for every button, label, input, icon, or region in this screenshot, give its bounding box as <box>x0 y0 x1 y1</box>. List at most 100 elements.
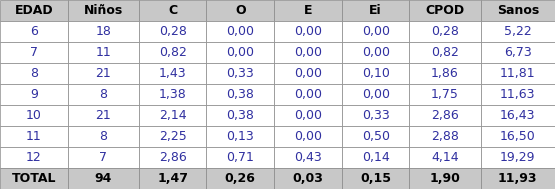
Bar <box>274 0 342 21</box>
Bar <box>0 21 68 42</box>
Text: 0,28: 0,28 <box>431 25 459 38</box>
Bar <box>481 63 555 84</box>
Text: 2,86: 2,86 <box>431 109 459 122</box>
Bar <box>481 0 555 21</box>
Text: 16,50: 16,50 <box>500 130 536 143</box>
Bar <box>139 84 206 105</box>
Text: 8: 8 <box>99 88 107 101</box>
Text: 0,33: 0,33 <box>226 67 254 80</box>
Text: 0,28: 0,28 <box>159 25 186 38</box>
Bar <box>206 42 274 63</box>
Bar <box>410 105 481 126</box>
Text: 12: 12 <box>26 151 42 164</box>
Text: TOTAL: TOTAL <box>12 172 56 185</box>
Bar <box>481 105 555 126</box>
Bar <box>68 84 139 105</box>
Text: 21: 21 <box>95 67 111 80</box>
Bar <box>342 21 410 42</box>
Text: 2,14: 2,14 <box>159 109 186 122</box>
Bar <box>274 147 342 168</box>
Bar <box>206 105 274 126</box>
Bar <box>68 147 139 168</box>
Bar <box>139 168 206 189</box>
Text: 8: 8 <box>30 67 38 80</box>
Bar <box>0 105 68 126</box>
Text: 1,47: 1,47 <box>157 172 188 185</box>
Text: 0,00: 0,00 <box>362 46 390 59</box>
Text: 0,38: 0,38 <box>226 88 254 101</box>
Bar <box>274 168 342 189</box>
Bar <box>0 126 68 147</box>
Bar <box>410 168 481 189</box>
Text: 6: 6 <box>30 25 38 38</box>
Text: 0,10: 0,10 <box>362 67 390 80</box>
Bar <box>274 63 342 84</box>
Bar <box>481 168 555 189</box>
Bar <box>206 126 274 147</box>
Text: 0,00: 0,00 <box>294 67 322 80</box>
Text: 0,26: 0,26 <box>225 172 256 185</box>
Bar <box>139 21 206 42</box>
Text: 11: 11 <box>26 130 42 143</box>
Bar <box>274 126 342 147</box>
Text: 1,86: 1,86 <box>431 67 459 80</box>
Text: C: C <box>168 4 177 17</box>
Text: 0,33: 0,33 <box>362 109 390 122</box>
Bar <box>342 84 410 105</box>
Bar <box>0 0 68 21</box>
Text: 1,38: 1,38 <box>159 88 186 101</box>
Text: 16,43: 16,43 <box>500 109 536 122</box>
Bar <box>481 42 555 63</box>
Bar <box>206 63 274 84</box>
Text: 0,00: 0,00 <box>226 25 254 38</box>
Text: Sanos: Sanos <box>497 4 539 17</box>
Bar <box>206 84 274 105</box>
Text: 19,29: 19,29 <box>500 151 536 164</box>
Bar <box>342 105 410 126</box>
Bar <box>342 168 410 189</box>
Text: 11: 11 <box>95 46 111 59</box>
Bar <box>410 147 481 168</box>
Bar <box>342 126 410 147</box>
Bar <box>342 42 410 63</box>
Bar <box>0 147 68 168</box>
Bar <box>342 0 410 21</box>
Bar <box>68 42 139 63</box>
Bar <box>139 63 206 84</box>
Text: O: O <box>235 4 245 17</box>
Bar <box>0 42 68 63</box>
Bar <box>274 105 342 126</box>
Bar <box>68 21 139 42</box>
Text: 2,25: 2,25 <box>159 130 186 143</box>
Text: 0,15: 0,15 <box>360 172 391 185</box>
Bar <box>0 168 68 189</box>
Text: 0,00: 0,00 <box>294 109 322 122</box>
Text: 0,00: 0,00 <box>294 88 322 101</box>
Text: 0,14: 0,14 <box>362 151 390 164</box>
Text: 5,22: 5,22 <box>504 25 532 38</box>
Text: 0,71: 0,71 <box>226 151 254 164</box>
Text: 0,00: 0,00 <box>362 25 390 38</box>
Text: 0,82: 0,82 <box>159 46 186 59</box>
Bar <box>274 84 342 105</box>
Text: 1,75: 1,75 <box>431 88 459 101</box>
Bar <box>206 168 274 189</box>
Text: 7: 7 <box>99 151 107 164</box>
Text: E: E <box>304 4 312 17</box>
Text: 10: 10 <box>26 109 42 122</box>
Text: 0,82: 0,82 <box>431 46 459 59</box>
Text: 0,38: 0,38 <box>226 109 254 122</box>
Bar <box>410 0 481 21</box>
Bar <box>481 147 555 168</box>
Text: 0,03: 0,03 <box>292 172 324 185</box>
Text: 1,90: 1,90 <box>430 172 461 185</box>
Text: 11,93: 11,93 <box>498 172 538 185</box>
Text: 0,00: 0,00 <box>226 46 254 59</box>
Text: 0,50: 0,50 <box>362 130 390 143</box>
Text: 0,00: 0,00 <box>362 88 390 101</box>
Bar <box>410 42 481 63</box>
Bar <box>206 147 274 168</box>
Bar <box>68 126 139 147</box>
Text: 2,88: 2,88 <box>431 130 459 143</box>
Bar <box>410 21 481 42</box>
